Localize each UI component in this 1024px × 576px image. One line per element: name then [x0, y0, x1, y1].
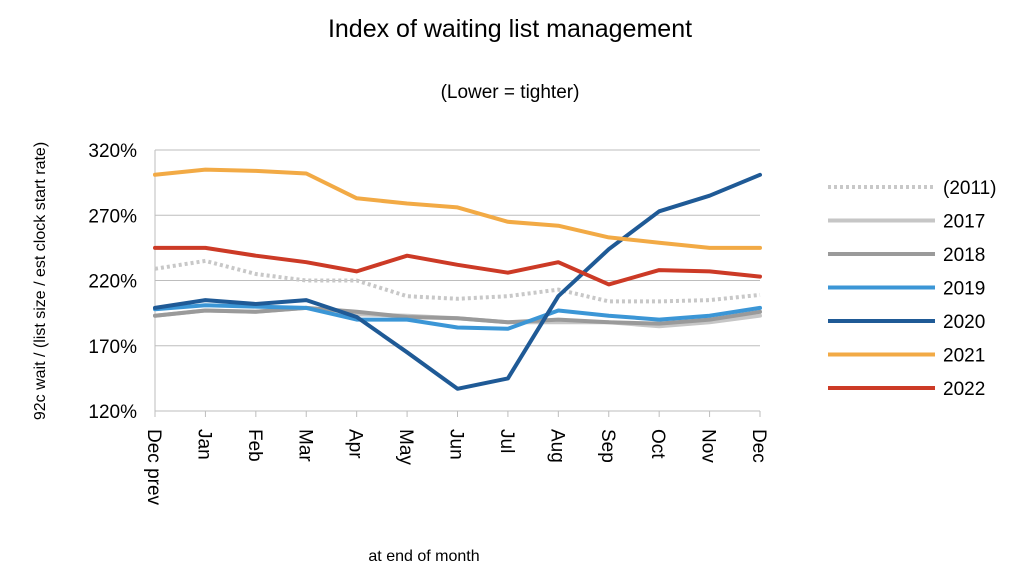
axes: Dec prev Jan Feb Mar Apr May Jun Jul Aug Sep Oct No…: [143, 150, 769, 506]
x-axis-label: at end of month: [368, 548, 479, 565]
chart-subtitle: (Lower = tighter): [441, 82, 580, 103]
x-tick-label: Jun: [446, 429, 467, 460]
y-tick-label: 320%: [88, 141, 137, 162]
x-tick-label: May: [395, 429, 416, 465]
legend-label: 2018: [943, 245, 985, 266]
x-tick-label: Apr: [345, 429, 366, 459]
legend-label: 2017: [943, 212, 985, 233]
x-tick-label: Dec prev: [143, 429, 164, 506]
x-tick-label: Feb: [244, 429, 265, 462]
grid: 120% 170% 220% 270% 320%: [88, 141, 760, 423]
series-line-2021: [153, 167, 762, 250]
series-line-2020: [153, 172, 762, 391]
y-tick-label: 170%: [88, 337, 137, 358]
series-line-2022: [153, 245, 762, 287]
chart-title: Index of waiting list management: [328, 15, 692, 43]
x-tick-label: Jul: [496, 429, 517, 453]
x-tick-label: Jan: [193, 429, 214, 460]
y-axis-label: 92c wait / (list size / est clock start …: [32, 142, 49, 420]
x-tick-label: Nov: [698, 429, 719, 463]
x-tick-label: Mar: [294, 429, 315, 462]
x-tick-label: Aug: [546, 429, 567, 463]
legend-label: 2021: [943, 346, 985, 367]
series-line-2019: [153, 303, 762, 331]
series-lines: [153, 167, 762, 391]
x-tick-label: Oct: [647, 429, 668, 459]
legend-label: 2022: [943, 379, 985, 400]
x-tick-label: Sep: [597, 429, 618, 463]
legend-label: (2011): [943, 178, 997, 199]
y-tick-label: 120%: [88, 402, 137, 423]
legend-label: 2020: [943, 312, 985, 333]
y-tick-label: 220%: [88, 272, 137, 293]
y-tick-label: 270%: [88, 206, 137, 227]
legend-label: 2019: [943, 279, 985, 300]
series-line-2011: [154, 258, 761, 304]
series-line-2018: [153, 305, 762, 326]
x-tick-label: Dec: [748, 429, 769, 463]
legend: (2011) 2017 2018 2019 2020 2021 2022: [828, 178, 997, 400]
